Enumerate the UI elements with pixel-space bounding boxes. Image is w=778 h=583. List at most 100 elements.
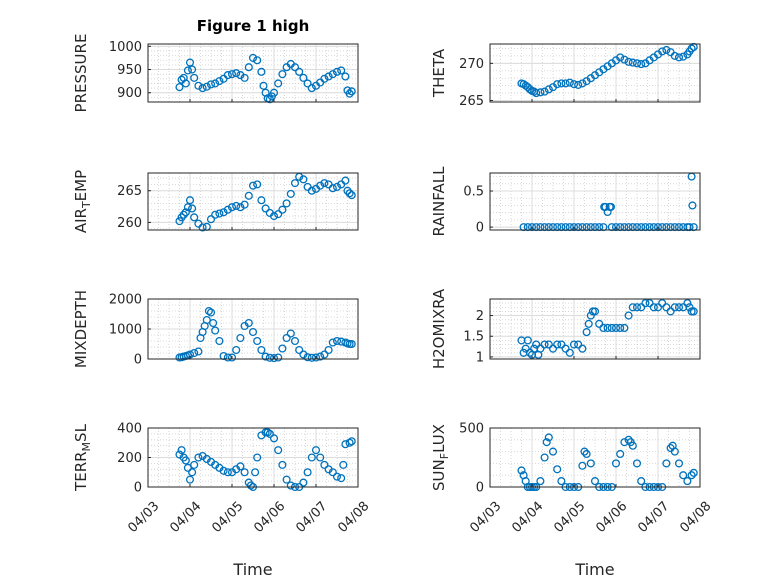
data-point: [253, 453, 262, 462]
data-point: [232, 201, 241, 210]
x-tick-label: 04/07: [293, 499, 330, 536]
data-point: [194, 453, 203, 462]
data-point: [269, 212, 279, 221]
data-point: [553, 223, 562, 232]
data-point: [599, 323, 608, 333]
y-axis-label: THETA: [430, 48, 448, 98]
data-point: [624, 311, 633, 320]
y-tick-label: 2000: [109, 293, 142, 308]
data-point: [211, 326, 220, 335]
data-point: [244, 191, 253, 200]
data-point: [183, 66, 192, 75]
data-point: [603, 323, 612, 333]
data-point: [337, 474, 346, 483]
data-point: [582, 328, 591, 337]
y-axis-label: RAINFALL: [430, 166, 448, 237]
data-point: [263, 428, 272, 437]
data-point: [341, 72, 350, 81]
data-point: [188, 468, 197, 477]
data-point: [190, 460, 199, 469]
data-point: [624, 435, 633, 444]
data-point: [232, 345, 241, 355]
data-point: [219, 466, 228, 475]
data-point: [320, 74, 329, 83]
x-tick-label: 04/04: [509, 499, 546, 536]
y-tick-label: 1000: [109, 40, 142, 55]
data-point: [565, 78, 574, 87]
data-point: [561, 79, 570, 88]
data-point: [548, 447, 558, 456]
figure-title: Figure 1 high: [197, 17, 310, 35]
y-tick-label: 900: [117, 86, 142, 101]
data-point: [574, 340, 583, 349]
data-point: [632, 223, 642, 232]
data-point: [519, 223, 528, 232]
data-point: [274, 353, 283, 362]
data-point: [616, 223, 625, 232]
data-point: [253, 180, 262, 189]
data-point: [540, 87, 549, 96]
data-point: [223, 71, 232, 80]
data-point: [248, 53, 258, 62]
data-point: [616, 449, 625, 459]
data-point: [236, 333, 245, 343]
data-point: [536, 88, 545, 97]
x-tick-label: 04/08: [677, 499, 714, 536]
data-point: [265, 353, 274, 362]
data-point: [590, 307, 600, 316]
data-point: [332, 336, 342, 346]
data-point: [194, 347, 203, 356]
data-point: [219, 208, 228, 217]
data-point: [175, 83, 184, 92]
data-point: [687, 471, 696, 480]
data-point: [320, 460, 329, 469]
data-point: [290, 179, 300, 188]
data-point: [688, 201, 697, 210]
data-point: [586, 223, 595, 232]
data-point: [557, 223, 566, 232]
data-point: [525, 85, 534, 94]
data-point: [569, 340, 579, 349]
data-point: [544, 340, 553, 349]
data-point: [343, 186, 352, 195]
data-point: [261, 204, 270, 213]
data-point: [590, 223, 600, 232]
data-point: [274, 210, 283, 219]
subplot-rainfall: 0 0.5 RAINFALL: [430, 166, 701, 237]
x-tick-label: 04/07: [635, 499, 672, 536]
data-point: [223, 353, 232, 362]
x-tick-label: 04/08: [335, 499, 372, 536]
data-point: [324, 72, 333, 81]
data-point: [685, 303, 694, 312]
data-point: [269, 434, 279, 443]
data-point: [307, 453, 316, 462]
data-point: [525, 348, 534, 357]
data-point: [578, 461, 587, 470]
data-point: [307, 84, 316, 93]
x-tick-label: 04/04: [167, 499, 204, 536]
data-point: [561, 344, 570, 353]
plot-area: [148, 44, 358, 102]
data-point: [316, 181, 325, 190]
data-point: [328, 338, 337, 347]
data-point: [303, 468, 312, 477]
data-point: [274, 446, 283, 455]
data-point: [557, 477, 566, 486]
data-point: [628, 223, 637, 232]
data-point: [282, 475, 291, 484]
y-axis-label: MIXDEPTH: [72, 290, 90, 368]
x-tick-label: 04/03: [125, 499, 162, 536]
data-point: [324, 345, 333, 355]
data-point: [240, 200, 249, 209]
data-point: [666, 223, 675, 232]
data-point: [282, 333, 291, 343]
data-point: [248, 327, 258, 337]
data-point: [586, 311, 595, 320]
data-point: [649, 303, 658, 312]
data-point: [215, 209, 224, 218]
data-point: [544, 85, 553, 94]
y-axis-label: H2OMIXRA: [430, 288, 448, 369]
axes-box: [147, 43, 359, 103]
data-point: [303, 79, 312, 88]
